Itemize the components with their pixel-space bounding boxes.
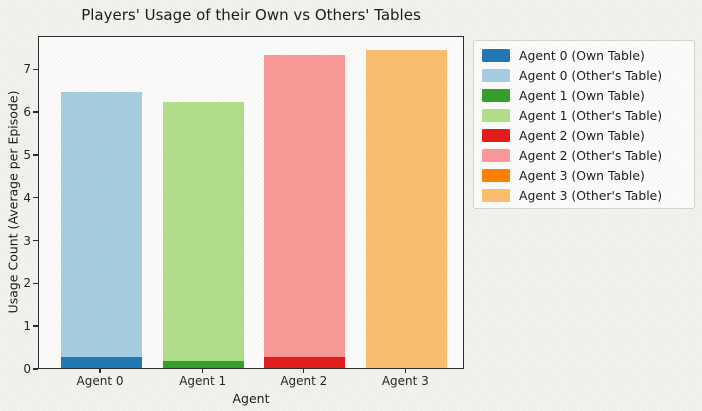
legend-swatch-icon bbox=[482, 128, 510, 142]
legend-item: Agent 0 (Own Table) bbox=[482, 45, 694, 65]
legend-item-label: Agent 0 (Own Table) bbox=[519, 47, 645, 63]
legend-swatch-icon bbox=[482, 88, 510, 102]
legend-item-label: Agent 0 (Other's Table) bbox=[519, 67, 663, 83]
bar-agent-2-own-segment bbox=[264, 356, 346, 368]
y-tick-mark bbox=[33, 239, 38, 242]
y-tick-label: 0 bbox=[23, 362, 31, 376]
x-tick-label: Agent 3 bbox=[381, 374, 429, 388]
legend-item-label: Agent 1 (Other's Table) bbox=[519, 107, 663, 123]
legend-item: Agent 1 (Other's Table) bbox=[482, 105, 694, 125]
legend-swatch-icon bbox=[482, 189, 510, 203]
legend-item-label: Agent 3 (Other's Table) bbox=[519, 188, 663, 204]
x-tick-mark bbox=[303, 369, 305, 373]
x-tick-label: Agent 2 bbox=[280, 374, 328, 388]
legend-swatch-icon bbox=[482, 68, 510, 82]
y-tick-label: 1 bbox=[23, 319, 31, 334]
y-tick-label: 3 bbox=[23, 233, 31, 248]
bar-agent-0-other-segment bbox=[60, 91, 142, 358]
legend-item-label: Agent 3 (Own Table) bbox=[519, 168, 645, 184]
plot-area bbox=[38, 36, 464, 369]
bar-agent-0-own-segment bbox=[60, 357, 142, 368]
y-tick-label: 2 bbox=[23, 276, 31, 291]
chart-title: Players' Usage of their Own vs Others' T… bbox=[81, 6, 421, 24]
y-tick-mark bbox=[33, 154, 38, 156]
legend-item: Agent 2 (Other's Table) bbox=[482, 145, 694, 165]
bar-agent-1-own-segment bbox=[163, 361, 245, 368]
legend-item: Agent 0 (Other's Table) bbox=[482, 65, 694, 85]
y-tick-label: 7 bbox=[23, 62, 31, 77]
y-tick-label: 4 bbox=[23, 190, 31, 205]
legend-swatch-icon bbox=[482, 48, 510, 62]
bar-agent-2-other-segment bbox=[264, 54, 346, 357]
y-tick-label: 6 bbox=[23, 105, 31, 120]
legend-item-label: Agent 2 (Other's Table) bbox=[519, 148, 663, 164]
legend-item-label: Agent 1 (Own Table) bbox=[519, 87, 645, 103]
legend-swatch-icon bbox=[482, 149, 510, 163]
legend-item: Agent 3 (Other's Table) bbox=[482, 186, 694, 206]
x-tick-mark bbox=[404, 369, 406, 373]
y-tick-mark bbox=[33, 111, 38, 113]
legend-swatch-icon bbox=[482, 169, 510, 183]
x-tick-mark bbox=[99, 369, 101, 373]
y-tick-mark bbox=[33, 68, 38, 71]
y-tick-mark bbox=[33, 282, 38, 285]
y-tick-mark bbox=[33, 325, 38, 327]
y-tick-mark bbox=[33, 197, 38, 199]
legend-item: Agent 3 (Own Table) bbox=[482, 166, 694, 186]
y-tick-mark bbox=[33, 368, 38, 370]
bar-agent-3-other-segment bbox=[365, 49, 447, 368]
y-tick-label: 5 bbox=[23, 147, 31, 162]
legend: Agent 0 (Own Table) Agent 0 (Other's Tabl… bbox=[473, 40, 695, 209]
x-tick-label: Agent 0 bbox=[76, 374, 124, 388]
legend-item: Agent 1 (Own Table) bbox=[482, 85, 694, 105]
x-tick-label: Agent 1 bbox=[179, 374, 227, 388]
x-tick-mark bbox=[202, 369, 204, 373]
x-axis-label: Agent bbox=[232, 391, 270, 406]
legend-item-label: Agent 2 (Own Table) bbox=[519, 127, 645, 143]
legend-swatch-icon bbox=[482, 108, 510, 122]
bar-agent-1-other-segment bbox=[163, 101, 245, 362]
legend-item: Agent 2 (Own Table) bbox=[482, 125, 694, 145]
